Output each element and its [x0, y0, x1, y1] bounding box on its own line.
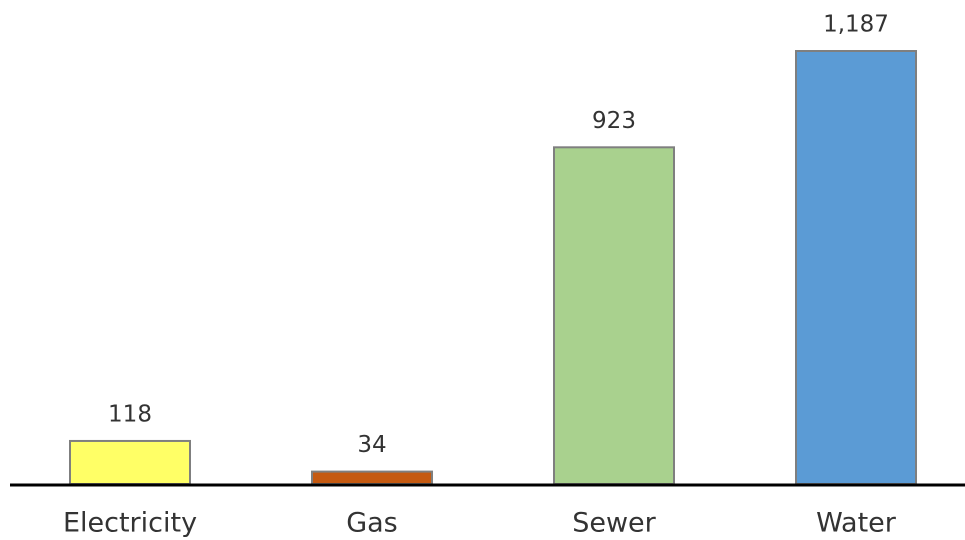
x-tick-label: Electricity — [63, 508, 197, 539]
x-tick-label: Water — [816, 508, 897, 539]
data-label: 118 — [108, 401, 152, 427]
bar — [553, 146, 675, 485]
data-label: 34 — [357, 432, 386, 458]
bar — [69, 439, 191, 486]
bar — [311, 470, 433, 485]
x-tick-label: Gas — [346, 508, 398, 539]
data-label: 923 — [592, 108, 636, 134]
bar — [795, 50, 917, 485]
data-label: 1,187 — [823, 12, 889, 38]
x-tick-label: Sewer — [572, 508, 656, 539]
